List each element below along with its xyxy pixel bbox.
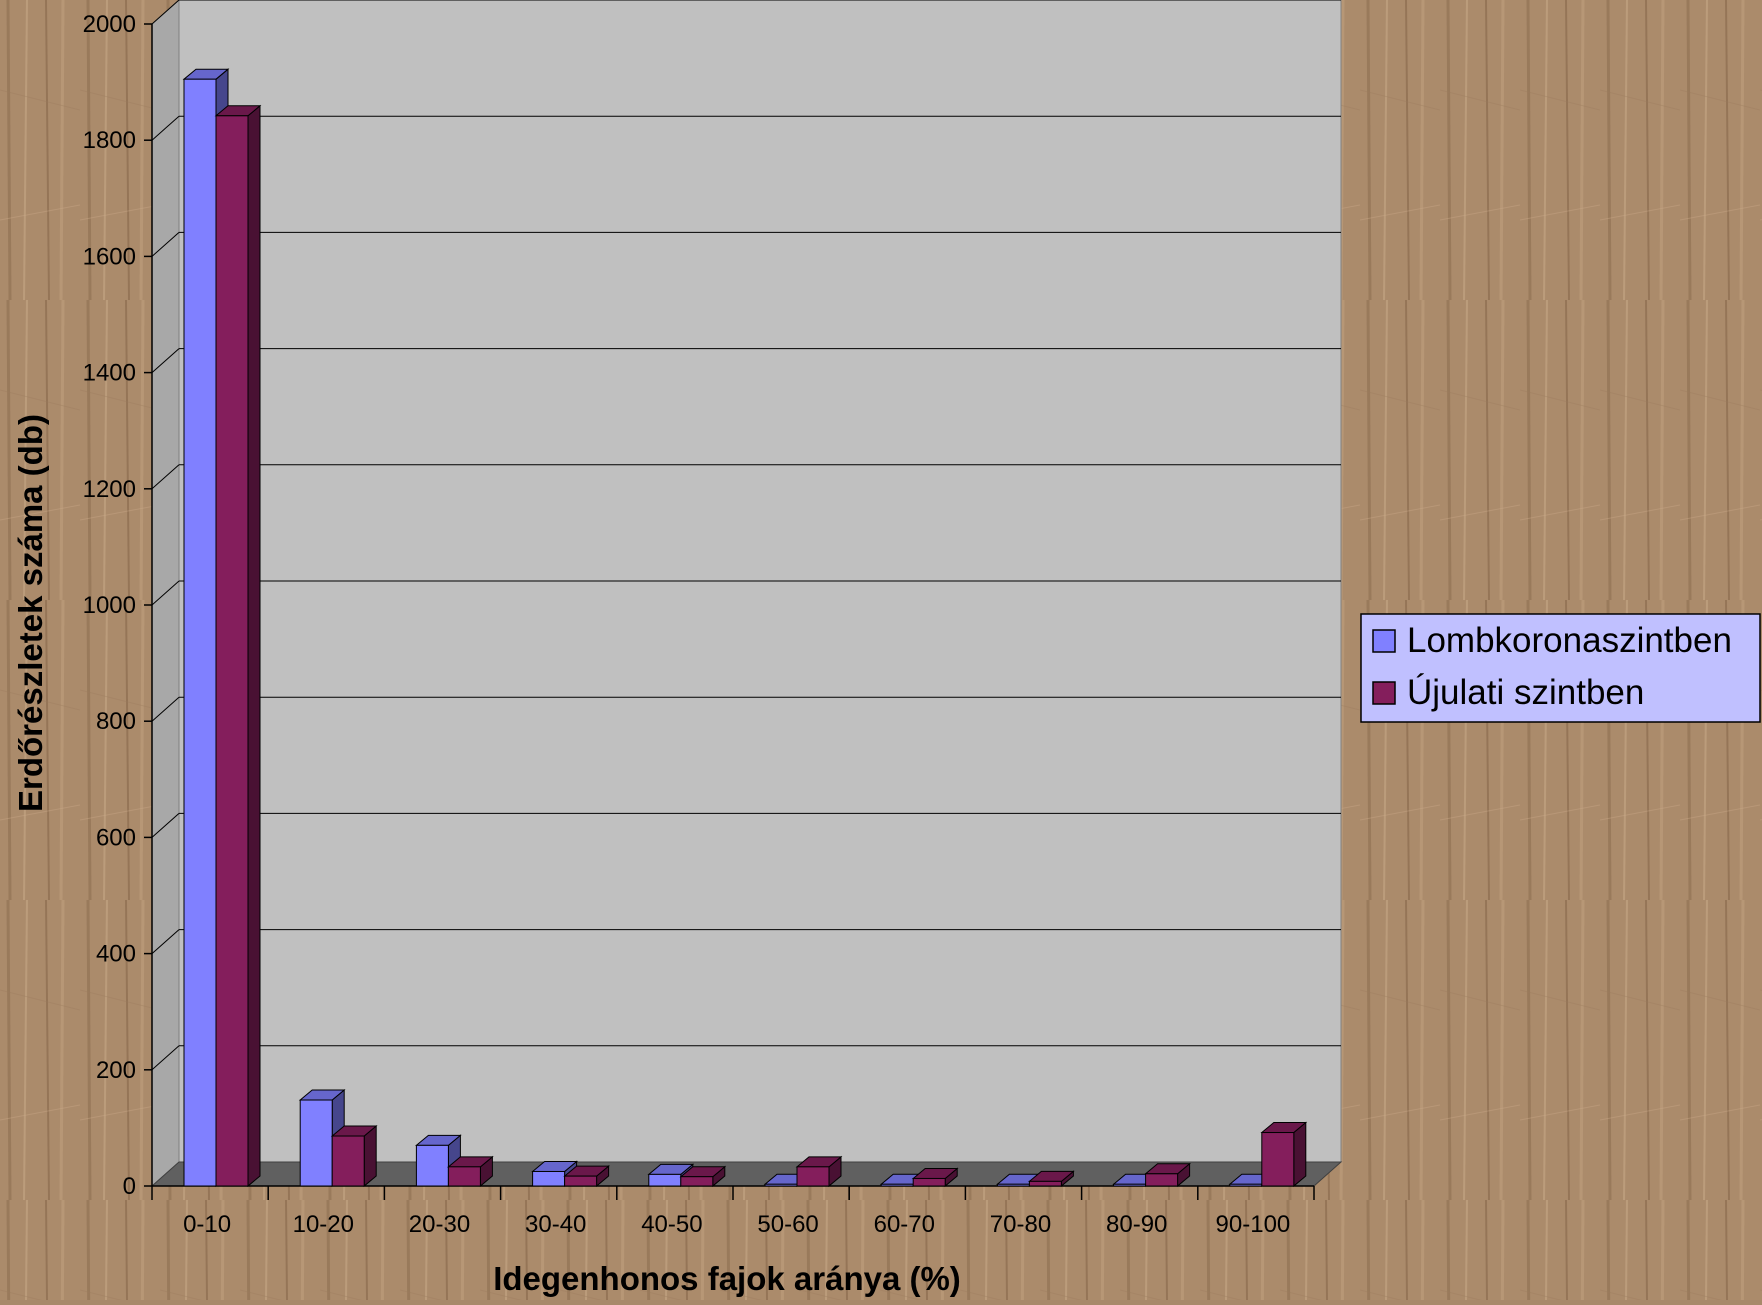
- bar-front: [1261, 1132, 1295, 1187]
- bar-front: [796, 1166, 830, 1187]
- legend-box: [1360, 613, 1761, 723]
- gridline-side: [151, 115, 180, 141]
- bar-front: [299, 1099, 333, 1187]
- bar-front: [183, 78, 217, 1187]
- bar: [1144, 1162, 1191, 1188]
- x-tick-label: 60-70: [874, 1211, 935, 1238]
- bar: [1260, 1121, 1308, 1188]
- gridline-side: [151, 232, 180, 257]
- bar: [679, 1165, 727, 1188]
- y-tick-label: 800: [96, 708, 136, 735]
- bar: [447, 1155, 494, 1188]
- gridline-side: [151, 929, 180, 954]
- gridline-side: [151, 1045, 180, 1071]
- bar: [531, 1160, 578, 1188]
- bar: [214, 104, 262, 1188]
- y-tick-label: 600: [96, 824, 136, 851]
- legend-swatch: [1372, 681, 1396, 705]
- bar: [911, 1167, 959, 1188]
- x-tick-label: 10-20: [293, 1211, 354, 1238]
- bar-front: [532, 1170, 566, 1187]
- y-tick-label: 1600: [83, 243, 136, 270]
- y-tick-label: 2000: [83, 11, 136, 38]
- bar-front: [996, 1183, 1030, 1187]
- bar: [563, 1165, 610, 1188]
- bar-side: [1293, 1121, 1307, 1188]
- bar-front: [912, 1177, 946, 1187]
- bar: [795, 1155, 843, 1188]
- x-axis-title: Idegenhonos fajok aránya (%): [493, 1260, 961, 1297]
- legend-label: Újulati szintben: [1407, 673, 1644, 712]
- bar-front: [1113, 1183, 1147, 1187]
- bar-front: [1229, 1183, 1263, 1187]
- y-tick-label: 1000: [83, 592, 136, 619]
- bar: [330, 1124, 378, 1188]
- bar-front: [331, 1135, 365, 1187]
- y-tick-label: 1200: [83, 476, 136, 503]
- x-tick-label: 20-30: [409, 1211, 470, 1238]
- y-tick-label: 1400: [83, 360, 136, 387]
- x-tick-label: 50-60: [757, 1211, 818, 1238]
- y-tick-label: 400: [96, 941, 136, 968]
- bar-front: [648, 1173, 682, 1187]
- gridline-side: [151, 348, 180, 373]
- bar-front: [415, 1144, 449, 1187]
- x-tick-label: 80-90: [1106, 1211, 1167, 1238]
- gridline-side: [151, 813, 180, 838]
- bar-front: [215, 115, 249, 1187]
- x-tick-label: 70-80: [990, 1211, 1051, 1238]
- x-tick-label: 0-10: [183, 1211, 231, 1238]
- x-tick-label: 90-100: [1216, 1211, 1291, 1238]
- bar-front: [564, 1175, 598, 1187]
- bar-front: [447, 1166, 481, 1187]
- bar-front: [1028, 1180, 1062, 1187]
- x-tick-label: 40-50: [641, 1211, 702, 1238]
- bar-front: [680, 1176, 714, 1187]
- bar-front: [880, 1183, 914, 1187]
- x-tick-label: 30-40: [525, 1211, 586, 1238]
- bar-front: [1145, 1173, 1179, 1187]
- y-axis-title: Erdőrészletek száma (db): [12, 414, 49, 812]
- legend-swatch: [1372, 629, 1396, 653]
- gridline-side: [151, 696, 180, 722]
- y-tick-label: 200: [96, 1057, 136, 1084]
- gridline-side: [151, 580, 180, 606]
- bar-side: [247, 104, 261, 1188]
- bar: [1028, 1170, 1075, 1188]
- legend-label: Lombkoronaszintben: [1407, 621, 1732, 660]
- gridline-side: [151, 0, 180, 25]
- gridline-side: [151, 464, 180, 490]
- y-tick-label: 0: [123, 1173, 136, 1200]
- bar-front: [764, 1183, 798, 1187]
- y-tick-label: 1800: [83, 127, 136, 154]
